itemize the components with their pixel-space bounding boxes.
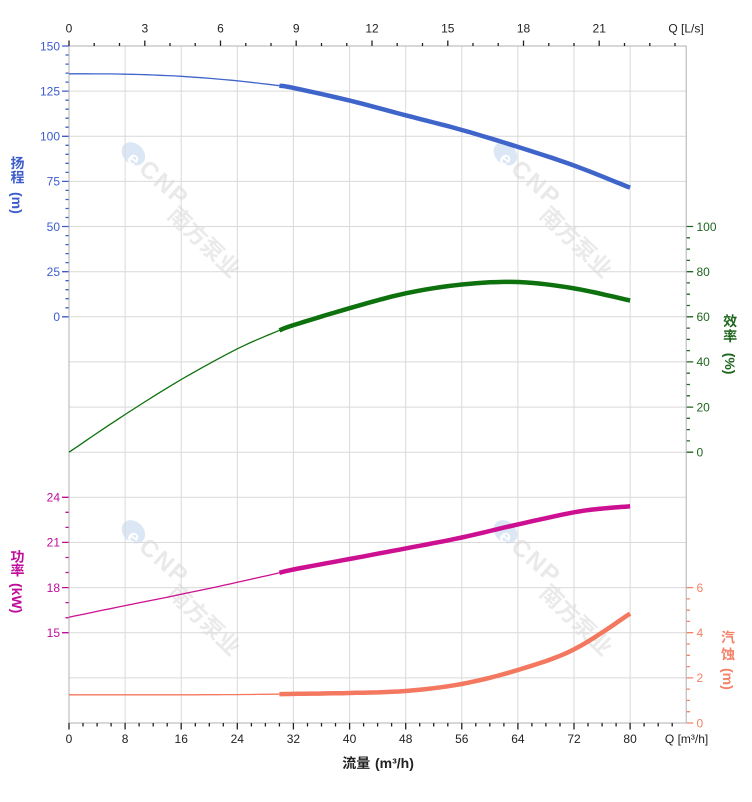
svg-text:0: 0 [53, 310, 60, 324]
svg-text:0: 0 [66, 22, 73, 36]
svg-text:24: 24 [47, 491, 61, 505]
svg-text:(%): (%) [722, 353, 738, 375]
svg-text:9: 9 [293, 22, 300, 36]
svg-text:80: 80 [623, 732, 637, 746]
svg-text:0: 0 [697, 716, 704, 730]
svg-text:0: 0 [66, 732, 73, 746]
svg-text:40: 40 [697, 355, 711, 369]
svg-text:50: 50 [47, 220, 61, 234]
svg-text:16: 16 [175, 732, 189, 746]
svg-text:6: 6 [697, 581, 704, 595]
svg-text:18: 18 [517, 22, 531, 36]
svg-text:72: 72 [567, 732, 581, 746]
svg-text:(m): (m) [720, 668, 736, 690]
svg-text:75: 75 [47, 175, 61, 189]
svg-text:12: 12 [365, 22, 379, 36]
svg-text:20: 20 [697, 400, 711, 414]
svg-text:125: 125 [40, 84, 60, 98]
svg-text:(m³/h): (m³/h) [375, 755, 414, 771]
svg-text:Q [m³/h]: Q [m³/h] [665, 732, 708, 746]
svg-text:48: 48 [399, 732, 413, 746]
svg-text:24: 24 [231, 732, 245, 746]
svg-text:2: 2 [697, 671, 704, 685]
svg-text:64: 64 [511, 732, 525, 746]
svg-text:15: 15 [441, 22, 455, 36]
svg-text:(kW): (kW) [9, 583, 25, 613]
svg-text:0: 0 [697, 446, 704, 460]
svg-text:100: 100 [40, 130, 60, 144]
svg-text:21: 21 [47, 536, 61, 550]
svg-text:18: 18 [47, 581, 61, 595]
svg-text:56: 56 [455, 732, 469, 746]
svg-text:25: 25 [47, 265, 61, 279]
svg-text:32: 32 [287, 732, 301, 746]
svg-text:150: 150 [40, 39, 60, 53]
svg-text:4: 4 [697, 626, 704, 640]
svg-text:21: 21 [593, 22, 607, 36]
svg-text:8: 8 [122, 732, 129, 746]
svg-text:60: 60 [697, 310, 711, 324]
svg-text:6: 6 [217, 22, 224, 36]
svg-text:Q [L/s]: Q [L/s] [668, 22, 703, 36]
svg-text:80: 80 [697, 265, 711, 279]
svg-text:15: 15 [47, 626, 61, 640]
svg-text:40: 40 [343, 732, 357, 746]
svg-text:(m): (m) [9, 192, 25, 214]
svg-text:3: 3 [141, 22, 148, 36]
svg-text:100: 100 [697, 220, 717, 234]
